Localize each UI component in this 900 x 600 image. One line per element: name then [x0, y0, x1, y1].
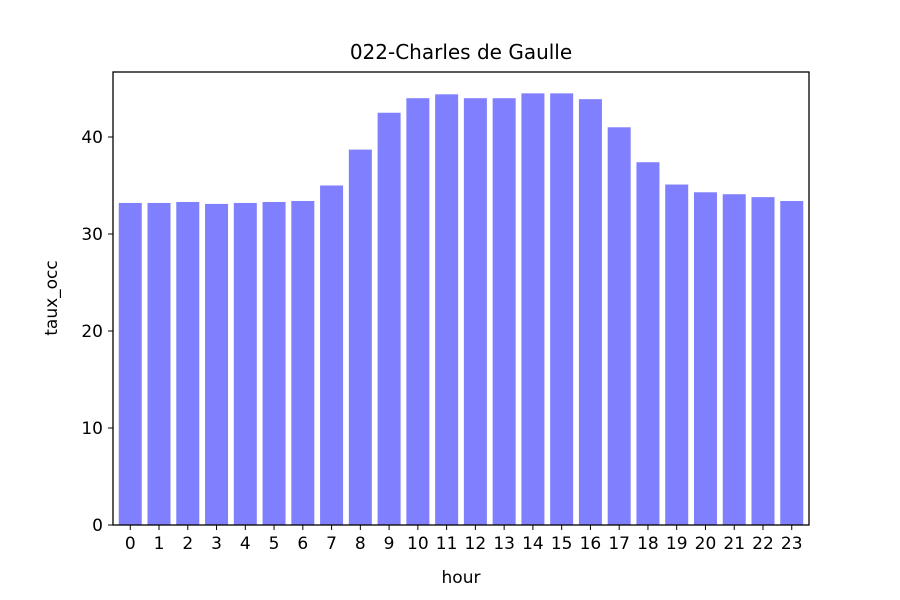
bar-hour-8	[348, 149, 372, 525]
x-tick-label: 23	[781, 534, 803, 554]
y-axis-label: taux_occ	[42, 260, 62, 336]
bar-hour-1	[147, 202, 171, 525]
x-tick-label: 3	[211, 534, 222, 554]
chart-title: 022-Charles de Gaulle	[350, 40, 572, 64]
x-tick-label: 17	[608, 534, 630, 554]
bar-hour-0	[118, 202, 142, 525]
plot-frame	[112, 71, 810, 526]
y-axis-ticks: 0 10 20 30 40	[81, 128, 113, 536]
x-tick-label: 7	[326, 534, 337, 554]
bar-hour-13	[492, 98, 516, 525]
y-tick-label: 30	[81, 225, 103, 245]
x-tick-label: 20	[695, 534, 717, 554]
bar-hour-7	[320, 185, 344, 526]
bar-hour-23	[780, 201, 804, 525]
bar-hour-4	[233, 202, 257, 525]
y-tick-label: 10	[81, 419, 103, 439]
x-tick-label: 6	[297, 534, 308, 554]
x-tick-label: 15	[551, 534, 573, 554]
x-tick-label: 5	[269, 534, 280, 554]
x-tick-label: 14	[522, 534, 544, 554]
bar-hour-10	[406, 98, 430, 525]
x-tick-label: 1	[154, 534, 165, 554]
bar-hour-20	[693, 192, 717, 525]
x-tick-label: 16	[580, 534, 602, 554]
x-tick-label: 13	[493, 534, 515, 554]
x-tick-label: 0	[125, 534, 136, 554]
x-tick-label: 2	[182, 534, 193, 554]
x-tick-label: 8	[355, 534, 366, 554]
bar-hour-2	[176, 201, 200, 526]
bar-hour-22	[751, 197, 775, 525]
x-tick-label: 4	[240, 534, 251, 554]
bar-hour-18	[636, 162, 660, 525]
bar-hour-19	[665, 184, 689, 525]
y-tick-label: 40	[81, 128, 103, 148]
bar-hour-21	[722, 194, 746, 525]
x-axis-ticks: 0 1 2 3 4 5 6 7 8 9 10 11 12 13 14 15 16 17 18 19 20 21 22 23	[125, 525, 803, 554]
bar-hour-14	[521, 93, 545, 525]
y-tick-label: 0	[92, 516, 103, 536]
x-tick-label: 11	[436, 534, 458, 554]
x-tick-label: 21	[723, 534, 745, 554]
bar-hour-6	[291, 201, 315, 525]
x-tick-label: 9	[384, 534, 395, 554]
bar-hour-3	[205, 203, 229, 526]
bar-hour-15	[550, 93, 574, 525]
x-tick-label: 18	[637, 534, 659, 554]
x-tick-label: 10	[407, 534, 429, 554]
bar-hour-9	[377, 112, 401, 526]
bar-hour-17	[607, 127, 631, 525]
bar-hour-12	[463, 98, 487, 525]
x-tick-label: 19	[666, 534, 688, 554]
y-tick-label: 20	[81, 322, 103, 342]
bar-hour-5	[262, 201, 286, 526]
bars	[118, 93, 804, 526]
x-axis-label: hour	[442, 568, 481, 588]
x-tick-label: 12	[465, 534, 487, 554]
bar-hour-11	[435, 94, 459, 525]
bar-hour-16	[578, 99, 602, 525]
x-tick-label: 22	[752, 534, 774, 554]
